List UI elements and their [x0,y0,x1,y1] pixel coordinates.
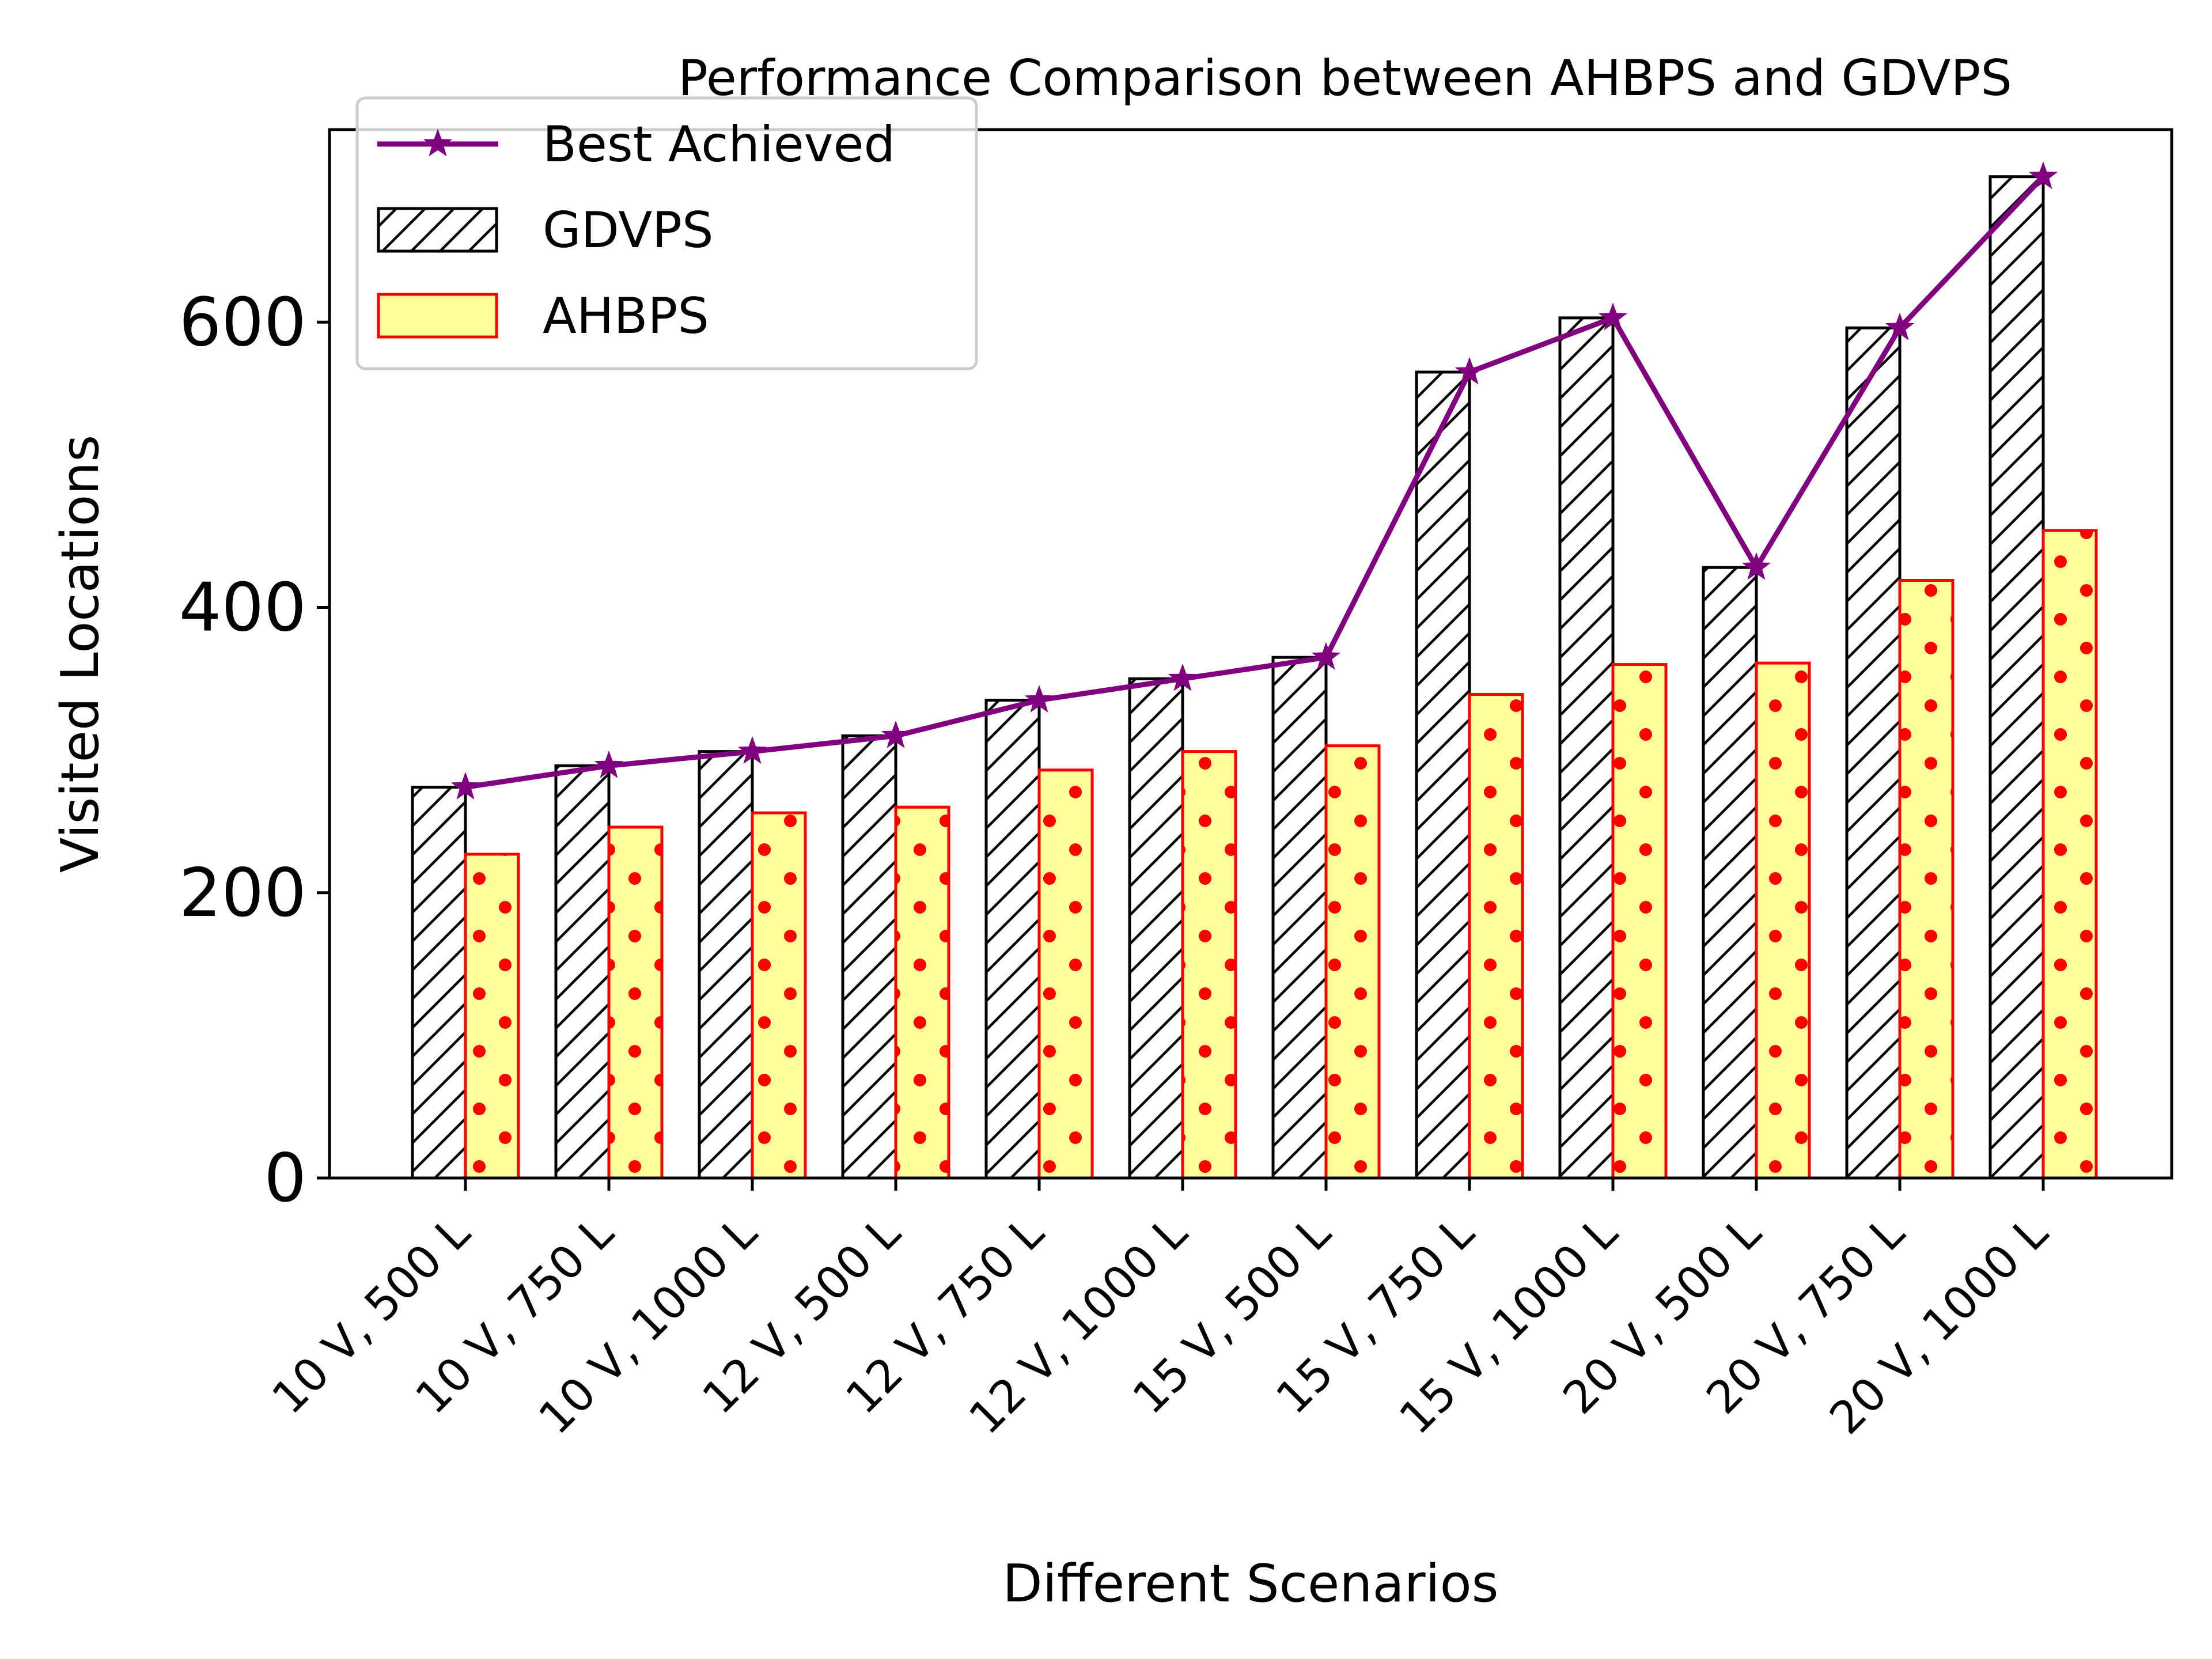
x-axis-label: Different Scenarios [1002,1554,1498,1614]
best-achieved-point-12-v-1000-l [1168,663,1198,691]
best-achieved-point-20-v-500-l [1741,552,1771,580]
bar-ahbps-10-v-750-l [607,825,664,1180]
legend-swatch-gdvps [377,207,498,253]
legend: Best Achieved GDVPS AHBPS [355,96,978,370]
best-achieved-point-15-v-1000-l [1598,302,1628,331]
best-achieved-point-15-v-750-l [1455,357,1484,385]
legend-swatch-ahbps [377,293,498,339]
legend-best-achieved-marker [423,128,453,157]
legend-label-best-achieved: Best Achieved [543,116,895,173]
bar-gdvps-15-v-1000-l [1558,316,1615,1180]
y-axis-label: Visited Locations [50,435,111,873]
bar-ahbps-15-v-500-l [1324,744,1381,1180]
y-tick-label-600: 600 [179,283,306,361]
best-achieved-line-group [450,161,2058,800]
y-axis-ticks: 0 200 400 600 [179,283,329,1217]
bar-gdvps-12-v-1000-l [1128,677,1184,1180]
y-tick-label-400: 400 [179,569,306,647]
best-achieved-point-12-v-500-l [881,720,911,748]
legend-label-gdvps: GDVPS [543,202,714,259]
bar-ahbps-20-v-1000-l [2041,529,2098,1180]
best-achieved-point-10-v-500-l [450,772,480,800]
best-achieved-point-10-v-750-l [594,750,624,778]
best-achieved-point-10-v-1000-l [737,736,767,764]
y-tick-label-0: 0 [264,1139,306,1217]
legend-label-ahbps: AHBPS [543,287,709,345]
bars-group [411,175,2098,1180]
bar-ahbps-12-v-500-l [894,805,950,1180]
bar-ahbps-20-v-750-l [1898,578,1955,1180]
best-achieved-point-12-v-750-l [1024,685,1054,713]
bar-gdvps-10-v-500-l [411,786,467,1180]
plot-frame [328,128,2173,1180]
bar-ahbps-20-v-500-l [1755,661,1811,1180]
legend-box [355,96,978,370]
y-tick-label-200: 200 [179,854,306,932]
bar-ahbps-15-v-1000-l [1611,663,1668,1180]
bar-gdvps-15-v-500-l [1271,656,1328,1180]
bar-ahbps-10-v-500-l [464,853,520,1180]
bar-gdvps-10-v-750-l [554,764,611,1180]
best-achieved-point-20-v-1000-l [2028,161,2058,190]
best-achieved-point-20-v-750-l [1885,312,1915,340]
bar-gdvps-20-v-500-l [1702,566,1758,1180]
bar-gdvps-20-v-1000-l [1988,175,2045,1180]
bar-gdvps-12-v-750-l [984,698,1041,1180]
bar-ahbps-12-v-750-l [1037,768,1094,1180]
x-axis-ticks: 10 V, 500 L10 V, 750 L10 V, 1000 L12 V, … [263,1178,2058,1445]
best-achieved-point-15-v-500-l [1311,642,1341,670]
best-achieved-line [465,175,2046,790]
bar-gdvps-12-v-500-l [841,734,897,1180]
bar-ahbps-12-v-1000-l [1181,750,1237,1180]
bar-ahbps-15-v-750-l [1468,693,1524,1180]
bar-ahbps-10-v-1000-l [751,811,807,1180]
bar-gdvps-15-v-750-l [1415,370,1471,1180]
bar-gdvps-20-v-750-l [1845,326,1902,1180]
bar-gdvps-10-v-1000-l [698,750,754,1180]
